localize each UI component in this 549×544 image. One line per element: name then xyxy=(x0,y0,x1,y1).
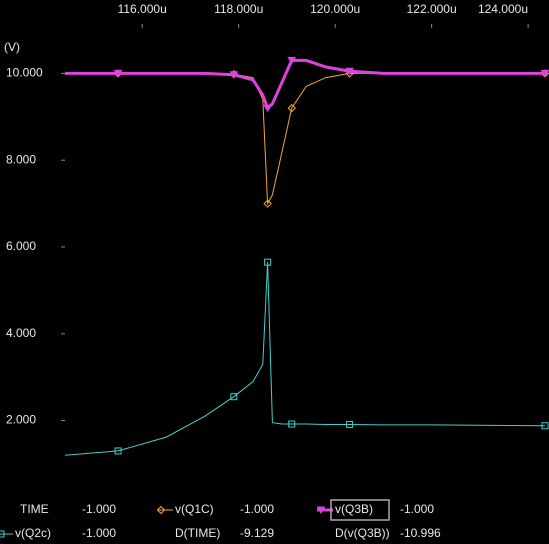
readout-value: -9.129 xyxy=(240,526,274,540)
marker xyxy=(264,258,272,266)
marker xyxy=(263,104,272,113)
marker xyxy=(287,56,297,65)
readout-value: -1.000 xyxy=(400,502,434,516)
legend-marker xyxy=(156,505,166,515)
x-tick-label: 118.000u xyxy=(214,2,263,16)
series-line xyxy=(65,58,545,111)
marker xyxy=(288,420,296,428)
marker xyxy=(114,447,122,455)
x-tick-label: 116.000u xyxy=(118,2,167,16)
readout-value: -1.000 xyxy=(240,502,274,516)
readout-value: -1.000 xyxy=(82,502,116,516)
marker xyxy=(263,199,272,208)
marker xyxy=(540,69,549,78)
legend-marker xyxy=(316,506,326,514)
y-tick-label: 6.000 xyxy=(6,239,36,253)
legend-label: v(Q2c) xyxy=(15,526,51,540)
readout-label: TIME xyxy=(20,502,49,516)
marker xyxy=(345,67,354,76)
marker xyxy=(541,422,549,430)
legend-label: v(Q3B) xyxy=(335,502,373,516)
readout-label: D(TIME) xyxy=(175,526,220,540)
series-line xyxy=(64,262,546,456)
readout-value: -10.996 xyxy=(400,526,441,540)
marker xyxy=(113,69,123,78)
y-tick-label: 10.000 xyxy=(6,66,43,80)
readout-value: -1.000 xyxy=(82,526,116,540)
y-axis-label: (V) xyxy=(4,40,20,54)
readout-label: D(v(Q3B)) xyxy=(335,526,390,540)
x-tick-label: 122.000u xyxy=(407,2,457,16)
y-tick-label: 2.000 xyxy=(6,413,36,427)
marker xyxy=(230,393,238,401)
y-tick-label: 4.000 xyxy=(6,326,36,340)
legend-label: v(Q1C) xyxy=(175,502,214,516)
legend-marker xyxy=(0,530,5,538)
marker xyxy=(229,71,239,79)
marker xyxy=(346,420,354,428)
marker xyxy=(287,103,296,113)
selection-box xyxy=(330,499,390,521)
x-tick-label: 120.000u xyxy=(310,2,360,16)
y-tick-label: 8.000 xyxy=(6,152,36,166)
series-line xyxy=(65,72,545,206)
x-tick-label: 124.000u xyxy=(478,2,528,16)
